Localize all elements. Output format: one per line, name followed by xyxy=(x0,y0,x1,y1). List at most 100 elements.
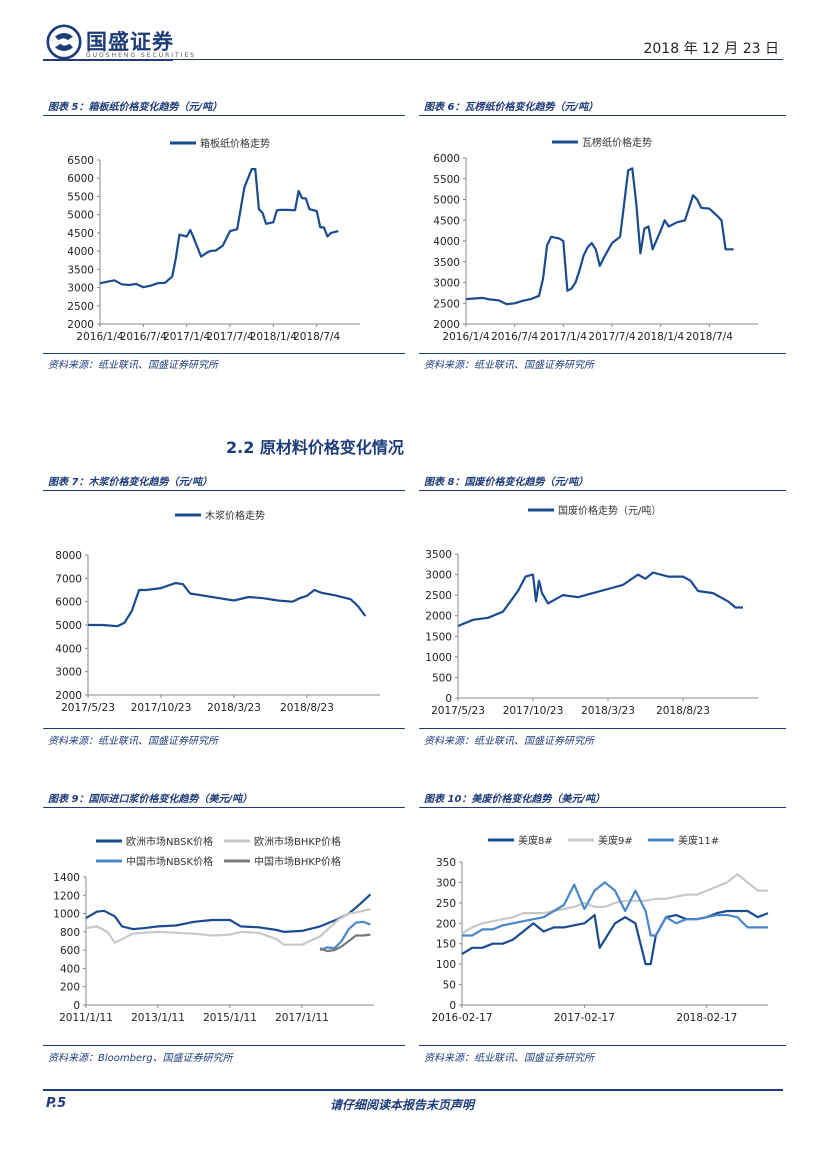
series-line-3 xyxy=(319,920,371,952)
legend-label: 欧洲市场BHKP价格 xyxy=(254,835,341,848)
legend-label: 中国市场BHKP价格 xyxy=(254,855,341,868)
series-line-2 xyxy=(85,907,371,946)
x-tick-label: 2017/1/4 xyxy=(163,331,210,343)
x-tick-label: 2017/1/4 xyxy=(540,331,587,343)
y-tick-label: 100 xyxy=(436,959,456,971)
source-rule xyxy=(43,353,405,354)
caption-c7: 图表 7：木浆价格变化趋势（元/吨） xyxy=(48,477,213,488)
y-tick-label: 8000 xyxy=(55,550,82,562)
source-c9: 资料来源：Bloomberg、国盛证券研究所 xyxy=(48,1053,233,1064)
source-rule xyxy=(43,728,405,729)
x-tick-label: 2016/1/4 xyxy=(76,331,123,343)
y-tick-label: 4500 xyxy=(67,228,94,240)
x-tick-label: 2017/5/23 xyxy=(431,705,485,717)
y-tick-label: 3500 xyxy=(433,257,460,269)
y-tick-label: 1000 xyxy=(53,909,80,921)
y-tick-label: 5500 xyxy=(67,191,94,203)
caption-rule xyxy=(43,807,405,808)
y-tick-label: 400 xyxy=(60,963,80,975)
source-c5: 资料来源：纸业联讯、国盛证券研究所 xyxy=(48,360,218,371)
y-tick-label: 200 xyxy=(60,982,80,994)
y-tick-label: 6000 xyxy=(67,173,94,185)
caption-rule xyxy=(419,115,786,116)
y-tick-label: 2000 xyxy=(425,611,452,623)
x-tick-label: 2018/8/23 xyxy=(656,705,710,717)
source-rule xyxy=(419,353,786,354)
y-tick-label: 3000 xyxy=(425,570,452,582)
x-tick-label: 2016/1/4 xyxy=(442,331,489,343)
x-tick-label: 2016/7/4 xyxy=(491,331,538,343)
source-c10: 资料来源：纸业联讯、国盛证券研究所 xyxy=(424,1053,594,1064)
caption-c9: 图表 9：国际进口浆价格变化趋势（美元/吨） xyxy=(48,794,253,805)
source-c8: 资料来源：纸业联讯、国盛证券研究所 xyxy=(424,736,594,747)
legend-label: 国废价格走势（元/吨） xyxy=(558,504,661,517)
caption-c5: 图表 5：箱板纸价格变化趋势（元/吨） xyxy=(48,102,223,113)
y-tick-label: 3500 xyxy=(67,264,94,276)
x-tick-label: 2017-02-17 xyxy=(554,1012,615,1024)
y-tick-label: 4000 xyxy=(67,246,94,258)
x-tick-label: 2016/7/4 xyxy=(120,331,167,343)
y-tick-label: 6000 xyxy=(55,597,82,609)
y-tick-label: 0 xyxy=(449,1000,456,1012)
series-line-1 xyxy=(85,893,372,934)
x-tick-label: 2017/7/4 xyxy=(206,331,253,343)
y-tick-label: 6000 xyxy=(433,153,460,165)
legend-label: 木浆价格走势 xyxy=(205,509,265,522)
x-tick-label: 2017/1/11 xyxy=(275,1012,329,1024)
y-tick-label: 3000 xyxy=(67,283,94,295)
x-tick-label: 2018/3/23 xyxy=(207,702,261,714)
y-tick-label: 2500 xyxy=(425,590,452,602)
y-tick-label: 2000 xyxy=(55,690,82,702)
x-tick-label: 2017/5/23 xyxy=(61,702,115,714)
x-tick-label: 2017/10/23 xyxy=(503,705,564,717)
x-tick-label: 2018/1/4 xyxy=(250,331,297,343)
footer-disclaimer: 请仔细阅读本报告末页声明 xyxy=(330,1098,475,1112)
source-rule xyxy=(419,728,786,729)
caption-rule xyxy=(419,490,786,491)
y-tick-label: 4000 xyxy=(55,643,82,655)
y-tick-label: 4000 xyxy=(433,236,460,248)
x-tick-label: 2018/1/4 xyxy=(637,331,684,343)
series-line-1 xyxy=(88,581,367,628)
x-tick-label: 2016-02-17 xyxy=(431,1012,492,1024)
y-tick-label: 1200 xyxy=(53,890,80,902)
x-tick-label: 2017/7/4 xyxy=(588,331,635,343)
y-tick-label: 5000 xyxy=(433,195,460,207)
y-tick-label: 4500 xyxy=(433,215,460,227)
company-name-en: GUOSHENG SECURITIES xyxy=(86,52,197,59)
footer-rule xyxy=(43,1089,783,1091)
source-rule xyxy=(419,1045,786,1046)
y-tick-label: 800 xyxy=(60,927,80,939)
legend-label: 瓦楞纸价格走势 xyxy=(582,136,652,149)
section-title: 2.2 原材料价格变化情况 xyxy=(226,438,404,457)
series-line-1 xyxy=(465,167,734,306)
x-tick-label: 2018/8/23 xyxy=(280,702,334,714)
legend-label: 美废9# xyxy=(598,834,633,847)
report-date: 2018 年 12 月 23 日 xyxy=(643,41,779,57)
legend-label: 美废11# xyxy=(678,834,719,847)
y-tick-label: 5500 xyxy=(433,174,460,186)
y-tick-label: 300 xyxy=(436,877,456,889)
caption-rule xyxy=(43,115,405,116)
x-tick-label: 2018/7/4 xyxy=(293,331,340,343)
y-tick-label: 150 xyxy=(436,939,456,951)
y-tick-label: 3000 xyxy=(433,278,460,290)
y-tick-label: 3500 xyxy=(425,549,452,561)
x-tick-label: 2018-02-17 xyxy=(676,1012,737,1024)
legend-label: 美废8# xyxy=(518,834,553,847)
page-number: P.5 xyxy=(46,1096,67,1111)
y-tick-label: 1500 xyxy=(425,631,452,643)
y-tick-label: 250 xyxy=(436,898,456,910)
y-tick-label: 2000 xyxy=(433,319,460,331)
legend-label: 箱板纸价格走势 xyxy=(200,137,270,150)
series-line-1 xyxy=(457,571,743,628)
y-tick-label: 7000 xyxy=(55,573,82,585)
source-c7: 资料来源：纸业联讯、国盛证券研究所 xyxy=(48,736,218,747)
x-tick-label: 2018/7/4 xyxy=(686,331,733,343)
x-tick-label: 2011/1/11 xyxy=(59,1012,113,1024)
y-tick-label: 200 xyxy=(436,918,456,930)
